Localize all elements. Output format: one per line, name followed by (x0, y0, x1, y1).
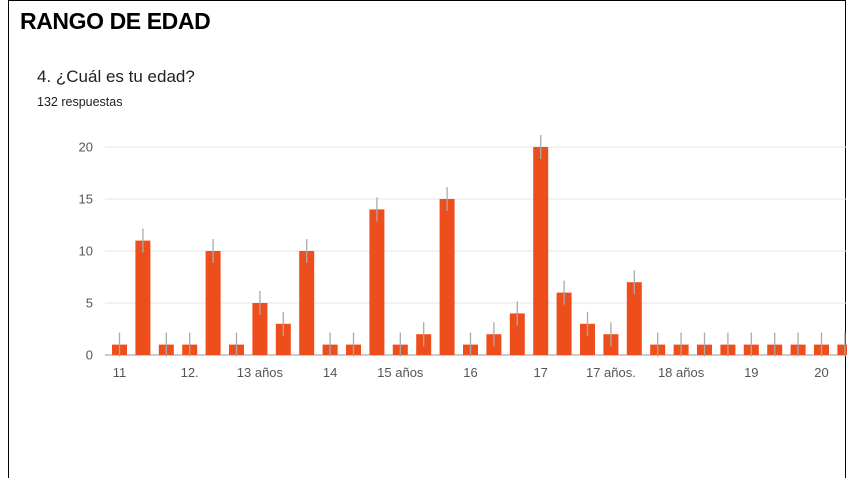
bar-17 (509, 313, 525, 355)
bar-18 (533, 147, 549, 355)
y-tick-label: 10 (79, 244, 93, 259)
bar-19 (556, 292, 572, 355)
x-tick-label: 16 (463, 365, 477, 380)
x-tick-label: 20 (814, 365, 828, 380)
section-title: RANGO DE EDAD (20, 8, 211, 34)
bar-11 (369, 209, 385, 355)
bar-22 (626, 282, 642, 355)
bar-14 (439, 199, 455, 355)
x-tick-label: 11 (113, 365, 127, 380)
x-tick-label: 17 años. (586, 365, 636, 380)
bar-4 (205, 251, 221, 355)
bar-7 (275, 323, 291, 355)
question-title: 4. ¿Cuál es tu edad? (37, 67, 195, 86)
x-tick-label: 14 (323, 365, 337, 380)
y-tick-label: 15 (79, 192, 93, 207)
y-tick-label: 0 (86, 348, 93, 363)
x-tick-label: 15 años (377, 365, 424, 380)
bar-1 (135, 240, 151, 355)
slide-frame (8, 0, 846, 478)
bar-20 (580, 323, 595, 355)
x-tick-label: 19 (744, 365, 758, 380)
x-tick-label: 18 años (658, 365, 705, 380)
response-count: 132 respuestas (37, 95, 123, 109)
bar-6 (252, 303, 268, 355)
x-tick-label: 17 (533, 365, 547, 380)
x-tick-label: 12. (181, 365, 199, 380)
y-tick-label: 5 (86, 296, 93, 311)
bar-31 (837, 344, 847, 355)
x-tick-label: 13 años (237, 365, 284, 380)
bar-8 (299, 251, 315, 355)
y-tick-label: 20 (79, 140, 93, 155)
